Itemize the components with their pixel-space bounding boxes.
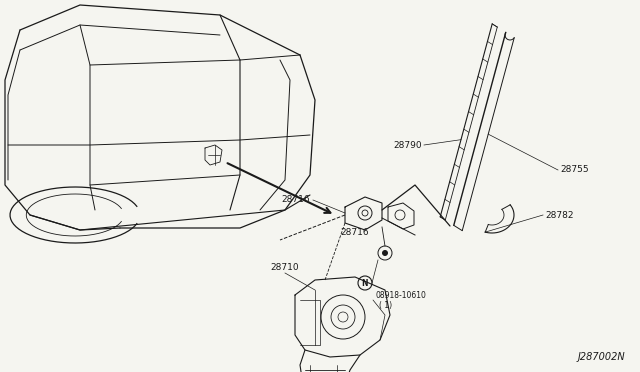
Text: 28716: 28716 <box>282 196 310 205</box>
Circle shape <box>382 250 388 256</box>
Text: 28755: 28755 <box>560 166 589 174</box>
Text: 28710: 28710 <box>270 263 299 272</box>
Text: 08918-10610: 08918-10610 <box>375 291 426 300</box>
Text: ( 1): ( 1) <box>379 301 392 310</box>
Text: 28782: 28782 <box>545 211 573 219</box>
Text: 28790: 28790 <box>394 141 422 150</box>
Text: N: N <box>362 279 368 288</box>
Text: J287002N: J287002N <box>577 352 625 362</box>
Text: 28716: 28716 <box>340 228 369 237</box>
